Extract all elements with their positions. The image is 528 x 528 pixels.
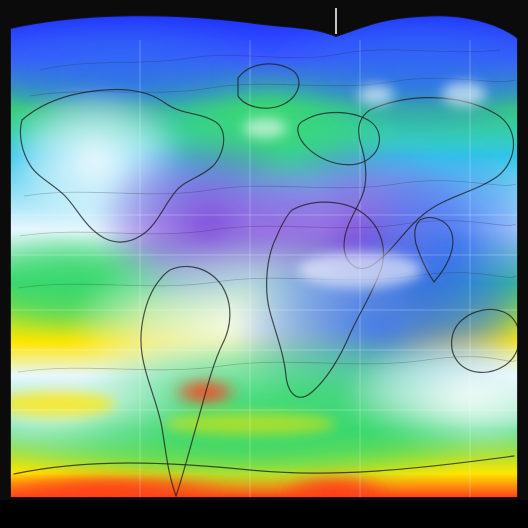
bottom-bar (0, 500, 528, 528)
highlight-patches (243, 82, 486, 288)
map-field (10, 15, 518, 499)
field-blobs (10, 15, 518, 485)
center-tick-icon (335, 8, 337, 34)
map-border (9, 14, 519, 499)
world-map-outline-icon (13, 63, 518, 497)
contour-texture (17, 49, 517, 373)
